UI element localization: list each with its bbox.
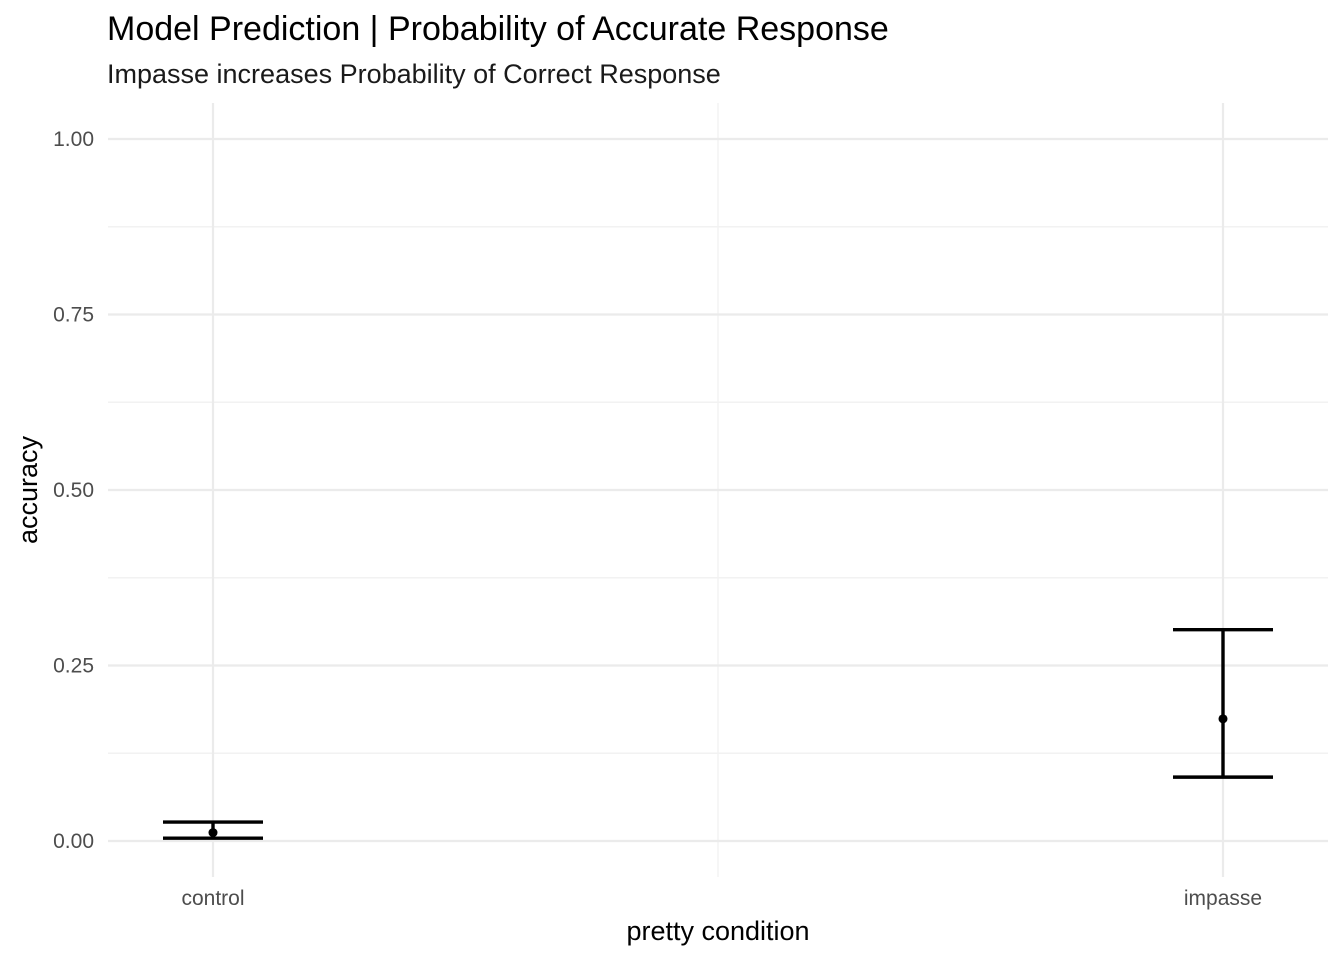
y-tick-label: 0.25 (53, 655, 94, 678)
y-tick-label: 0.75 (53, 304, 94, 327)
errorbar-control (163, 820, 263, 840)
y-tick-label: 1.00 (53, 128, 94, 151)
chart-title: Model Prediction | Probability of Accura… (107, 10, 889, 48)
y-tick-label: 0.00 (53, 830, 94, 853)
chart-subtitle: Impasse increases Probability of Correct… (107, 59, 721, 89)
estimate-point (1218, 714, 1228, 724)
x-tick-labels: control impasse (181, 887, 1262, 910)
estimate-point (208, 828, 218, 838)
y-tick-labels: 0.00 0.25 0.50 0.75 1.00 (53, 128, 94, 853)
y-axis-title: accuracy (13, 435, 43, 544)
x-tick-label: control (181, 887, 244, 910)
y-tick-label: 0.50 (53, 479, 94, 502)
error-bars (163, 627, 1273, 840)
x-tick-label: impasse (1184, 887, 1262, 910)
x-axis-title: pretty condition (626, 916, 809, 946)
grid-lines (108, 103, 1328, 877)
errorbar-impasse (1173, 627, 1273, 779)
